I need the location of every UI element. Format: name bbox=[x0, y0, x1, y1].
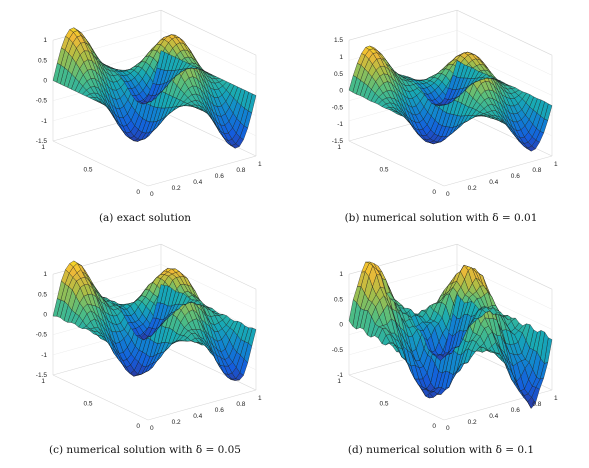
z-tick-label: -1.5 bbox=[36, 372, 48, 379]
tick-labels: 1 0.5 0 -0.5 -1 -1.5 0 0.2 0.4 0.6 0.8 1 0 0.5 1 bbox=[36, 37, 262, 198]
z-tick-label: 0 bbox=[43, 312, 47, 319]
figure-panel-b: 1.5 1 0.5 0 -0.5 -1 -1.5 0 0.2 0.4 0.6 0.8 1 0 0.5 1 (b… bbox=[296, 0, 586, 234]
caption-c: (c) numerical solution with δ = 0.05 bbox=[49, 444, 241, 456]
tick-labels: 1 0.5 0 -0.5 -1 -1.5 0 0.2 0.4 0.6 0.8 1 0 0.5 1 bbox=[36, 271, 262, 432]
surface bbox=[348, 45, 553, 152]
x-tick-label: 0.2 bbox=[172, 185, 181, 192]
caption-a: (a) exact solution bbox=[98, 212, 192, 224]
y-tick-label: 1 bbox=[41, 144, 45, 151]
z-tick-label: 0 bbox=[339, 322, 343, 329]
x-tick-label: 0 bbox=[150, 191, 154, 198]
z-tick-label: -1 bbox=[41, 118, 47, 125]
z-tick-label: -1 bbox=[337, 121, 343, 128]
y-tick-label: 0 bbox=[432, 423, 436, 430]
y-tick-label: 0 bbox=[136, 189, 140, 196]
y-tick-label: 1 bbox=[337, 378, 341, 385]
z-tick-label: 0 bbox=[339, 88, 343, 95]
y-tick-label: 0.5 bbox=[379, 401, 388, 408]
tick-labels: 1 0.5 0 -0.5 -1 0 0.2 0.4 0.6 0.8 1 0 0.5 1 bbox=[332, 271, 558, 432]
x-tick-label: 0 bbox=[446, 191, 450, 198]
surface-plot-d: 1 0.5 0 -0.5 -1 0 0.2 0.4 0.6 0.8 1 0 0.5 1 bbox=[332, 243, 558, 432]
z-tick-label: 1 bbox=[339, 54, 343, 61]
tick-labels: 1.5 1 0.5 0 -0.5 -1 -1.5 0 0.2 0.4 0.6 0.8 1 0 0.5 1 bbox=[332, 37, 558, 198]
z-tick-label: -1.5 bbox=[36, 138, 48, 145]
x-tick-label: 0.2 bbox=[468, 185, 477, 192]
z-tick-label: -0.5 bbox=[332, 104, 344, 111]
z-tick-label: -1.5 bbox=[332, 138, 344, 145]
caption-d: (d) numerical solution with δ = 0.1 bbox=[347, 444, 535, 456]
z-tick-label: 1 bbox=[43, 271, 47, 278]
x-tick-label: 0.8 bbox=[532, 167, 541, 174]
y-tick-label: 1 bbox=[337, 144, 341, 151]
surface bbox=[52, 260, 257, 381]
z-tick-label: 0 bbox=[43, 78, 47, 85]
x-tick-label: 0 bbox=[446, 425, 450, 432]
z-tick-label: -0.5 bbox=[36, 98, 48, 105]
z-tick-label: 1 bbox=[339, 271, 343, 278]
z-tick-label: -1 bbox=[337, 372, 343, 379]
z-tick-label: 1 bbox=[43, 37, 47, 44]
x-tick-label: 0.6 bbox=[511, 173, 520, 180]
x-tick-label: 0.6 bbox=[215, 407, 224, 414]
x-tick-label: 1 bbox=[258, 161, 262, 168]
y-tick-label: 0.5 bbox=[379, 167, 388, 174]
x-tick-label: 0.2 bbox=[468, 419, 477, 426]
figure-panel-a: 1 0.5 0 -0.5 -1 -1.5 0 0.2 0.4 0.6 0.8 1 0 0.5 1 (a) e… bbox=[0, 0, 290, 234]
x-tick-label: 0.8 bbox=[236, 401, 245, 408]
y-tick-label: 0 bbox=[432, 189, 436, 196]
x-tick-label: 0 bbox=[150, 425, 154, 432]
z-tick-label: 0.5 bbox=[38, 291, 47, 298]
x-tick-label: 1 bbox=[554, 395, 558, 402]
z-tick-label: 1.5 bbox=[334, 37, 343, 44]
surface-plot-c: 1 0.5 0 -0.5 -1 -1.5 0 0.2 0.4 0.6 0.8 1 0 0.5 1 bbox=[36, 243, 262, 432]
y-tick-label: 1 bbox=[41, 378, 45, 385]
x-tick-label: 0.4 bbox=[193, 413, 202, 420]
x-tick-label: 0.8 bbox=[532, 401, 541, 408]
z-tick-label: -1 bbox=[41, 352, 47, 359]
x-tick-label: 0.4 bbox=[489, 179, 498, 186]
z-tick-label: -0.5 bbox=[332, 347, 344, 354]
caption-b: (b) numerical solution with δ = 0.01 bbox=[344, 212, 538, 224]
x-tick-label: 0.4 bbox=[193, 179, 202, 186]
x-tick-label: 0.2 bbox=[172, 419, 181, 426]
figure-panel-c: 1 0.5 0 -0.5 -1 -1.5 0 0.2 0.4 0.6 0.8 1 0 0.5 1 (c) n… bbox=[0, 234, 290, 468]
x-tick-label: 1 bbox=[554, 161, 558, 168]
x-tick-label: 0.4 bbox=[489, 413, 498, 420]
z-tick-label: 0.5 bbox=[334, 296, 343, 303]
surface bbox=[52, 27, 257, 149]
figure-panel-d: 1 0.5 0 -0.5 -1 0 0.2 0.4 0.6 0.8 1 0 0.5 1 (d) numer… bbox=[296, 234, 586, 468]
z-tick-label: -0.5 bbox=[36, 332, 48, 339]
x-tick-label: 0.8 bbox=[236, 167, 245, 174]
x-tick-label: 1 bbox=[258, 395, 262, 402]
z-tick-label: 0.5 bbox=[334, 71, 343, 78]
surface bbox=[348, 261, 553, 409]
y-tick-label: 0.5 bbox=[83, 167, 92, 174]
y-tick-label: 0.5 bbox=[83, 401, 92, 408]
surface-plot-a: 1 0.5 0 -0.5 -1 -1.5 0 0.2 0.4 0.6 0.8 1 0 0.5 1 bbox=[36, 9, 262, 198]
x-tick-label: 0.6 bbox=[511, 407, 520, 414]
y-tick-label: 0 bbox=[136, 423, 140, 430]
x-tick-label: 0.6 bbox=[215, 173, 224, 180]
surface-plot-b: 1.5 1 0.5 0 -0.5 -1 -1.5 0 0.2 0.4 0.6 0.8 1 0 0.5 1 bbox=[332, 9, 558, 198]
z-tick-label: 0.5 bbox=[38, 57, 47, 64]
